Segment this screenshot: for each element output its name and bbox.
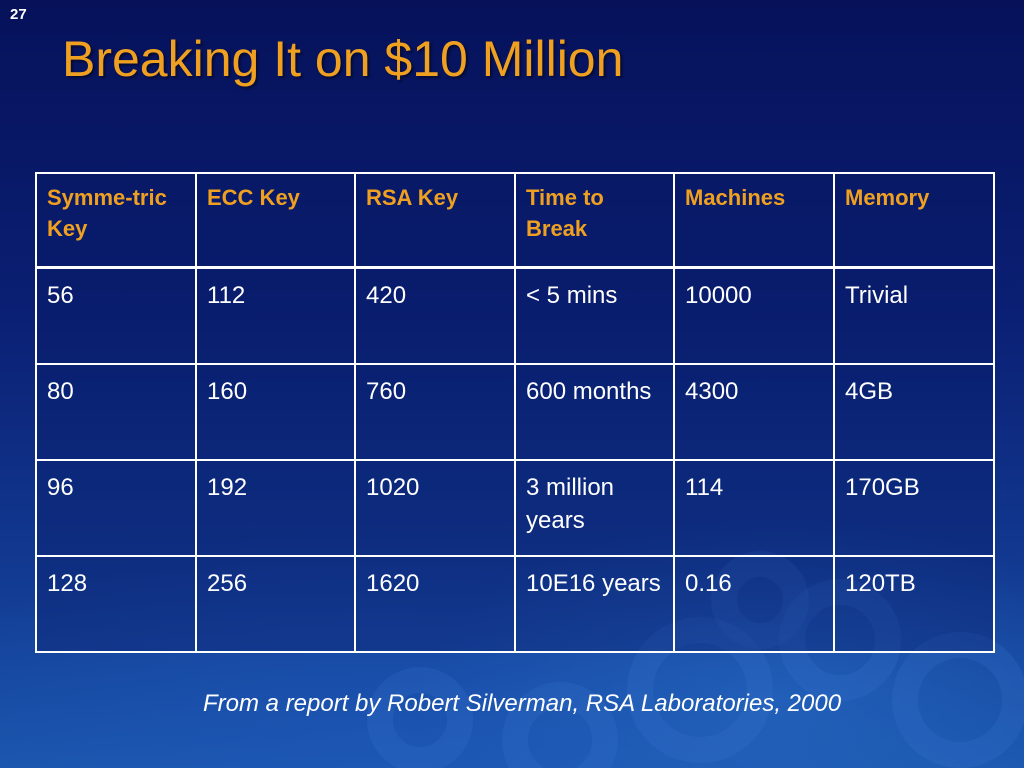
cell-machines: 4300 — [673, 363, 835, 461]
table-header-row: Symme-tric Key ECC Key RSA Key Time to B… — [35, 172, 995, 269]
cell-time-to-break: 10E16 years — [514, 555, 675, 653]
cell-ecc-key: 256 — [195, 555, 356, 653]
slide-title: Breaking It on $10 Million — [62, 31, 624, 87]
key-strength-table-container: Symme-tric Key ECC Key RSA Key Time to B… — [35, 172, 995, 653]
table-row: 128 256 1620 10E16 years 0.16 120TB — [35, 555, 995, 653]
cell-time-to-break: 3 million years — [514, 459, 675, 557]
cell-machines: 0.16 — [673, 555, 835, 653]
cell-time-to-break: < 5 mins — [514, 266, 675, 365]
cell-rsa-key: 420 — [354, 266, 516, 365]
header-rsa-key: RSA Key — [354, 172, 516, 269]
cell-time-to-break: 600 months — [514, 363, 675, 461]
cell-symmetric-key: 128 — [35, 555, 197, 653]
cell-rsa-key: 1620 — [354, 555, 516, 653]
table-row: 96 192 1020 3 million years 114 170GB — [35, 459, 995, 557]
key-strength-table: Symme-tric Key ECC Key RSA Key Time to B… — [35, 172, 995, 653]
cell-memory: 120TB — [833, 555, 995, 653]
source-caption: From a report by Robert Silverman, RSA L… — [203, 690, 842, 717]
cell-memory: 170GB — [833, 459, 995, 557]
cell-symmetric-key: 56 — [35, 266, 197, 365]
cell-symmetric-key: 80 — [35, 363, 197, 461]
cell-machines: 114 — [673, 459, 835, 557]
slide-number: 27 — [10, 6, 27, 23]
cell-rsa-key: 1020 — [354, 459, 516, 557]
cell-ecc-key: 192 — [195, 459, 356, 557]
header-ecc-key: ECC Key — [195, 172, 356, 269]
cell-ecc-key: 160 — [195, 363, 356, 461]
cell-ecc-key: 112 — [195, 266, 356, 365]
header-memory: Memory — [833, 172, 995, 269]
table-row: 56 112 420 < 5 mins 10000 Trivial — [35, 266, 995, 365]
cell-memory: Trivial — [833, 266, 995, 365]
cell-memory: 4GB — [833, 363, 995, 461]
header-symmetric-key: Symme-tric Key — [35, 172, 197, 269]
cell-symmetric-key: 96 — [35, 459, 197, 557]
table-row: 80 160 760 600 months 4300 4GB — [35, 363, 995, 461]
header-time-to-break: Time to Break — [514, 172, 675, 269]
header-machines: Machines — [673, 172, 835, 269]
cell-rsa-key: 760 — [354, 363, 516, 461]
cell-machines: 10000 — [673, 266, 835, 365]
